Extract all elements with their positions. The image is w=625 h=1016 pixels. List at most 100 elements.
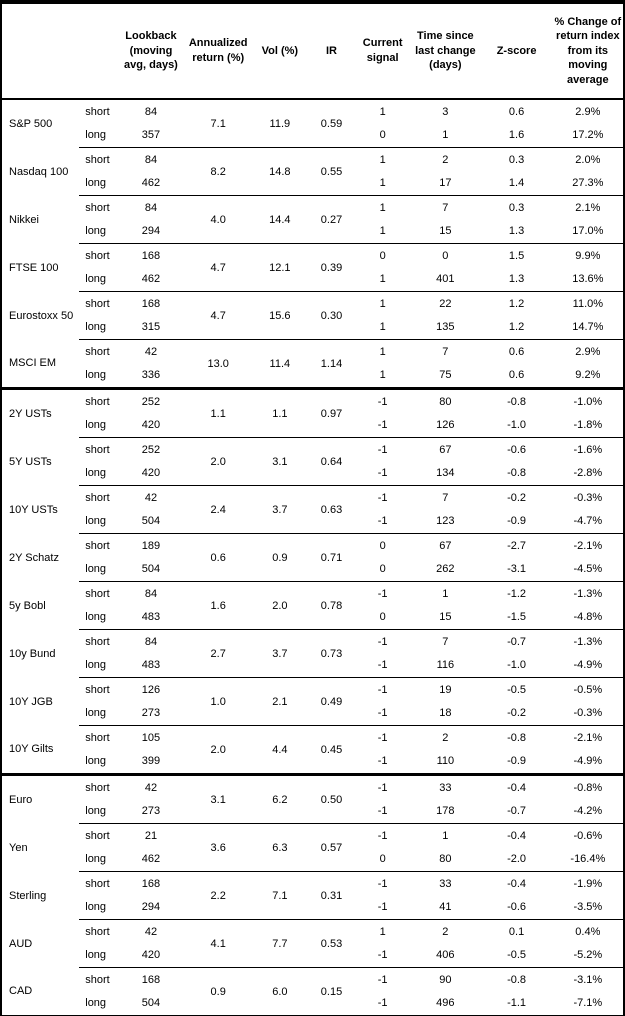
annualized-return-value: 4.7 (184, 243, 252, 292)
current-signal-value: -1 (355, 967, 411, 992)
col-header-current-signal: Current signal (355, 2, 411, 100)
table-row: AUD short 42 4.1 7.7 0.53 1 2 0.1 0.4% (1, 919, 624, 968)
table-row: 10Y Gilts short 105 2.0 4.4 0.45 -1 2 -0.8 -2.1% (1, 725, 624, 773)
pct-change-value: 17.0% (572, 225, 604, 238)
vol-value: 7.1 (251, 871, 308, 920)
asset-name: Eurostoxx 50 (9, 309, 74, 322)
lookback-value: 42 (117, 339, 185, 364)
horizon-label: long (85, 177, 107, 190)
table-row: long 273 -1 178 -0.7 -4.2% (1, 800, 624, 824)
table-row: long 294 1 15 1.3 17.0% (1, 220, 624, 244)
current-signal-value: 1 (355, 291, 411, 316)
z-score-value: -0.6 (480, 437, 553, 462)
z-score-value: -0.5 (480, 677, 553, 702)
annualized-return-value: 2.0 (184, 725, 252, 773)
time-since-change-value: 401 (436, 273, 455, 286)
pct-change-value: 9.2% (575, 369, 601, 382)
vol-value: 14.4 (251, 195, 308, 244)
lookback-value: 84 (117, 581, 185, 606)
lookback-value: 420 (141, 949, 161, 962)
horizon-label: short (79, 725, 118, 750)
asset-name: 10Y USTs (9, 503, 58, 516)
ir-value: 0.63 (307, 485, 356, 534)
col-header-annualized-return: Annualized return (%) (184, 2, 252, 100)
horizon-label: long (85, 755, 107, 768)
horizon-label: short (85, 781, 110, 794)
lookback-value: 399 (141, 755, 161, 768)
lookback-value: 483 (141, 611, 161, 624)
ir-value: 0.45 (307, 725, 356, 773)
table-row: long 462 1 17 1.4 27.3% (1, 172, 624, 196)
horizon-label: short (79, 581, 118, 606)
z-score-value: -0.8 (507, 395, 527, 408)
time-since-change-value: 178 (436, 805, 455, 818)
pct-change-value: -3.5% (573, 901, 603, 914)
ir-value: 1.14 (307, 339, 356, 387)
pct-change-value: 2.1% (552, 195, 624, 220)
annualized-return-value: 3.6 (184, 823, 252, 872)
horizon-label: long (85, 611, 107, 624)
col-header-vol: Vol (%) (251, 2, 308, 100)
ir-value: 0.30 (307, 291, 356, 340)
z-score-value: 0.6 (480, 339, 553, 364)
current-signal-value: 1 (355, 339, 411, 364)
lookback-value: 42 (117, 919, 185, 944)
lookback-value: 273 (141, 805, 161, 818)
z-score-value: -3.1 (507, 563, 527, 576)
current-signal-value: 1 (379, 225, 386, 238)
table-row: long 315 1 135 1.2 14.7% (1, 316, 624, 340)
asset-name: 5y Bobl (9, 599, 46, 612)
vol-value: 15.6 (251, 291, 308, 340)
pct-change-value: -16.4% (570, 853, 606, 866)
ir-value: 0.73 (307, 629, 356, 678)
lookback-value: 84 (117, 195, 185, 220)
time-since-change-value: 1 (410, 581, 481, 606)
lookback-value: 357 (141, 129, 161, 142)
col-header-asset (1, 2, 80, 100)
header-row: Lookback (moving avg, days) Annualized r… (1, 2, 624, 100)
z-score-value: -0.8 (480, 725, 553, 750)
asset-name: 2Y USTs (9, 407, 52, 420)
time-since-change-value: 7 (410, 195, 481, 220)
z-score-value: 1.2 (480, 291, 553, 316)
time-since-change-value: 135 (436, 321, 455, 334)
horizon-label: short (79, 485, 118, 510)
pct-change-value: -1.3% (552, 629, 624, 654)
horizon-label: long (85, 419, 107, 432)
asset-name: Sterling (9, 889, 47, 902)
current-signal-value: 1 (379, 273, 386, 286)
z-score-value: -0.5 (507, 949, 527, 962)
table-row: 5Y USTs short 252 2.0 3.1 0.64 -1 67 -0.6 -1.6% (1, 437, 624, 486)
lookback-value: 504 (141, 515, 161, 528)
z-score-value: -1.2 (480, 581, 553, 606)
current-signal-value: 0 (379, 611, 386, 624)
current-signal-value: 0 (379, 853, 386, 866)
pct-change-value: 2.9% (552, 339, 624, 364)
annualized-return-value: 2.4 (184, 485, 252, 534)
lookback-value: 42 (144, 781, 158, 794)
horizon-label: long (85, 273, 107, 286)
table-row: Nasdaq 100 short 84 8.2 14.8 0.55 1 2 0.3 2.0% (1, 147, 624, 196)
time-since-change-value: 1 (410, 823, 481, 848)
ir-value: 0.49 (307, 677, 356, 726)
z-score-value: 1.5 (480, 243, 553, 268)
time-since-change-value: 1 (442, 129, 449, 142)
pct-change-value: -1.8% (573, 419, 603, 432)
lookback-value: 252 (141, 395, 161, 408)
asset-name: 10Y Gilts (9, 743, 54, 756)
pct-change-value: -4.9% (573, 755, 603, 768)
current-signal-value: -1 (377, 949, 388, 962)
time-since-change-value: 7 (410, 339, 481, 364)
asset-name: MSCI EM (9, 357, 57, 370)
pct-change-value: -4.8% (573, 611, 603, 624)
z-score-value: 0.1 (480, 919, 553, 944)
lookback-value: 462 (141, 853, 161, 866)
horizon-label: short (85, 105, 110, 118)
lookback-value: 462 (141, 273, 161, 286)
vol-value: 3.7 (251, 629, 308, 678)
pct-change-value: -7.1% (573, 997, 603, 1010)
time-since-change-value: 0 (410, 243, 481, 268)
lookback-value: 42 (117, 485, 185, 510)
ir-value: 0.31 (307, 871, 356, 920)
